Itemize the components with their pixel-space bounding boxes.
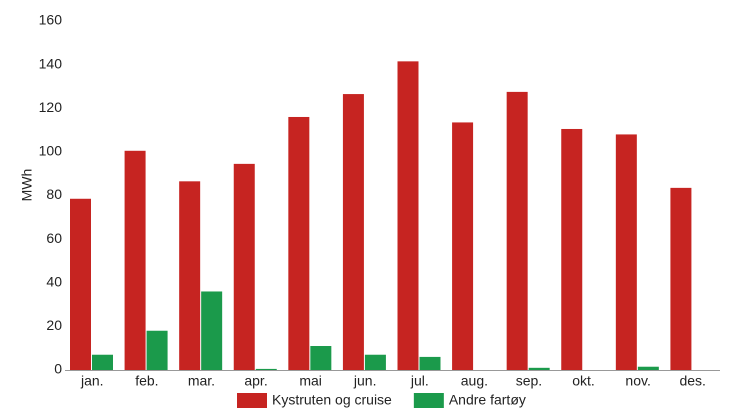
- y-tick-label: 80: [46, 186, 62, 202]
- x-tick-label: sep.: [516, 373, 542, 389]
- bar: [419, 356, 441, 370]
- bar: [233, 163, 255, 370]
- bar: [255, 368, 277, 370]
- legend-swatch: [413, 393, 444, 408]
- y-tick-label: 0: [54, 361, 62, 377]
- bar: [561, 128, 583, 370]
- x-tick-label: jul.: [410, 373, 429, 389]
- x-tick-label: feb.: [135, 373, 158, 389]
- bar: [670, 187, 692, 370]
- y-tick-label: 160: [39, 12, 63, 28]
- y-tick-label: 100: [39, 143, 63, 159]
- y-tick-label: 40: [46, 273, 62, 289]
- x-tick-label: apr.: [244, 373, 267, 389]
- x-tick-label: okt.: [572, 373, 595, 389]
- bar: [452, 122, 474, 370]
- x-tick-label: mai: [299, 373, 322, 389]
- bar: [342, 94, 364, 371]
- legend-swatch: [237, 393, 267, 408]
- bar: [364, 354, 386, 370]
- bar: [397, 61, 419, 371]
- legend-label: Kystruten og cruise: [272, 392, 392, 408]
- bar: [288, 116, 310, 370]
- bar: [146, 330, 168, 370]
- bar: [92, 354, 113, 370]
- y-tick-label: 120: [39, 99, 63, 115]
- bar: [310, 346, 332, 370]
- bar: [528, 367, 550, 370]
- bar: [637, 366, 659, 370]
- bar: [70, 198, 91, 370]
- x-tick-label: des.: [679, 373, 705, 389]
- bar: [506, 91, 528, 370]
- bar: [615, 134, 637, 370]
- y-tick-label: 60: [46, 230, 62, 246]
- x-tick-label: mar.: [188, 373, 215, 389]
- bar: [201, 291, 223, 370]
- x-tick-label: nov.: [625, 373, 650, 389]
- x-tick-label: jan.: [80, 373, 104, 389]
- bar: [124, 150, 146, 370]
- x-tick-label: aug.: [461, 373, 488, 389]
- y-tick-label: 20: [46, 317, 62, 333]
- x-tick-label: jun.: [353, 373, 377, 389]
- bar: [179, 181, 201, 370]
- legend-label: Andre fartøy: [449, 392, 526, 408]
- y-tick-label: 140: [39, 55, 63, 71]
- y-axis-label: MWh: [19, 169, 35, 202]
